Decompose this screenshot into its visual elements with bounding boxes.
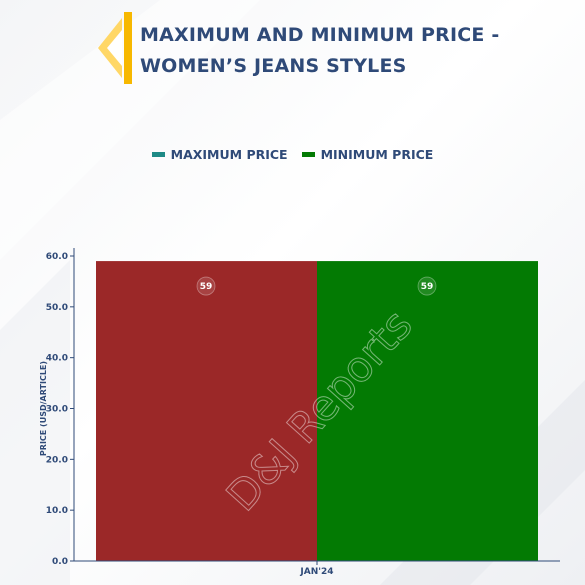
page-title: MAXIMUM AND MINIMUM PRICE - WOMEN’S JEAN… [140,20,570,82]
logo-icon [98,12,132,84]
bar-min [317,261,538,561]
data-label-bubble [417,276,437,296]
chart-legend: MAXIMUM PRICE MINIMUM PRICE [0,147,585,162]
y-tick-label: 40.0 [46,354,68,364]
y-tick-label: 60.0 [46,252,68,262]
data-label: 59 [421,282,434,292]
bar-max [96,261,317,561]
data-label-bubble [196,276,216,296]
legend-label-max: MAXIMUM PRICE [170,147,288,162]
title-line-2: WOMEN’S JEANS STYLES [140,55,407,77]
legend-item-max: MAXIMUM PRICE [151,147,288,162]
legend-swatch-min [301,152,315,157]
y-tick-label: 20.0 [46,455,68,465]
legend-item-min: MINIMUM PRICE [301,147,434,162]
y-tick-label: 10.0 [46,506,68,516]
title-line-1: MAXIMUM AND MINIMUM PRICE - [140,24,500,46]
y-tick-label: 0.0 [52,557,68,567]
y-axis-label: PRICE (USD/ARTICLE) [39,361,48,456]
x-tick-label: JAN'24 [299,567,333,577]
y-tick-label: 50.0 [46,303,68,313]
legend-label-min: MINIMUM PRICE [320,147,434,162]
y-tick-label: 30.0 [46,405,68,415]
legend-swatch-max [151,152,165,157]
data-label: 59 [200,282,213,292]
